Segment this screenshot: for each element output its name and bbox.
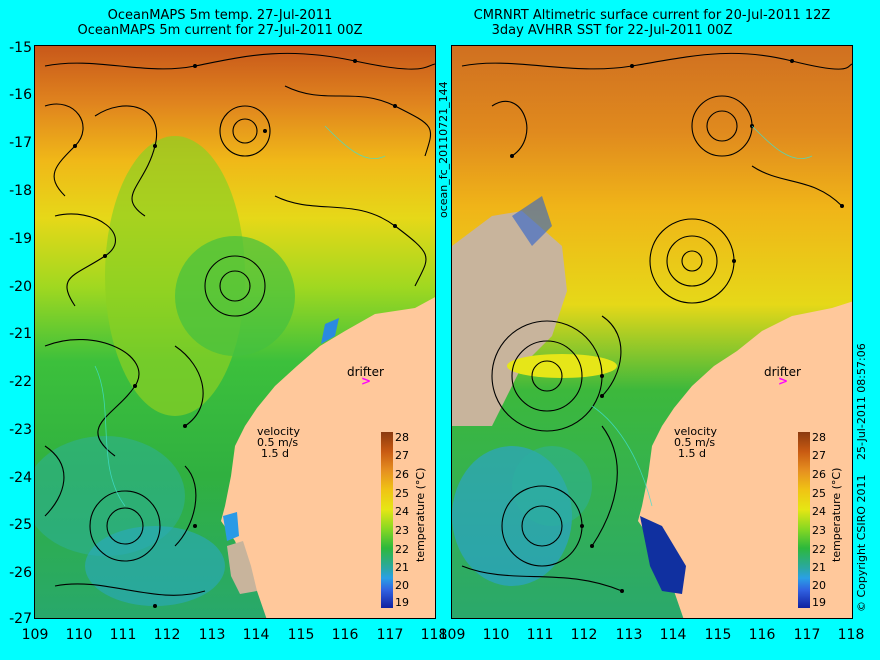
right-colorbar-tick: 20 (812, 579, 826, 592)
right-lon-label: 113 (615, 627, 643, 643)
left-colorbar-tick: 20 (395, 579, 409, 592)
lat-label: -22 (9, 374, 32, 390)
left-velocity-days: 1.5 d (261, 447, 289, 460)
lat-label: -20 (9, 279, 32, 295)
lat-label: -24 (9, 470, 32, 486)
right-colorbar-tick: 21 (812, 561, 826, 574)
file-id-label: ocean_fc_20110721_144 (437, 81, 450, 218)
left-lon-label: 110 (65, 627, 93, 643)
right-colorbar-tick: 27 (812, 449, 826, 462)
right-velocity-label: velocity (674, 425, 717, 438)
timestamp-label: 25-Jul-2011 08:57:06 (855, 343, 868, 460)
left-velocity-label: velocity (257, 425, 300, 438)
left-lon-label: 109 (21, 627, 49, 643)
left-lon-label: 116 (331, 627, 359, 643)
lat-label: -17 (9, 135, 32, 151)
right-sst-field (452, 46, 852, 618)
right-colorbar-tick: 25 (812, 487, 826, 500)
left-lon-label: 111 (109, 627, 137, 643)
right-colorbar-tick: 26 (812, 468, 826, 481)
left-sst-field (35, 46, 435, 618)
left-lon-label: 117 (376, 627, 404, 643)
lat-label: -15 (9, 40, 32, 56)
right-colorbar-ramp (798, 432, 810, 608)
right-lon-label: 117 (793, 627, 821, 643)
lat-label: -21 (9, 326, 32, 342)
left-lon-label: 112 (153, 627, 181, 643)
left-title-line1: OceanMAPS 5m temp. 27-Jul-2011 (107, 8, 333, 23)
right-lon-label: 115 (704, 627, 732, 643)
right-colorbar-tick: 23 (812, 524, 826, 537)
right-drifter-marker: > (778, 374, 789, 388)
left-current-streamlines (44, 52, 435, 596)
left-colorbar-tick: 21 (395, 561, 409, 574)
right-lon-label: 114 (659, 627, 687, 643)
right-lon-label: 111 (526, 627, 554, 643)
right-velocity-days: 1.5 d (678, 447, 706, 460)
left-title-line2: OceanMAPS 5m current for 27-Jul-2011 00Z (77, 23, 363, 38)
left-current-arrowheads (73, 59, 397, 608)
left-drifter-label: drifter (347, 365, 384, 379)
left-colorbar-tick: 19 (395, 596, 409, 609)
left-colorbar-tick: 23 (395, 524, 409, 537)
right-velocity-legend: velocity 0.5 m/s 1.5 d (674, 426, 717, 459)
right-lon-label: 110 (482, 627, 510, 643)
right-title-line1: CMRNRT Altimetric surface current for 20… (473, 8, 831, 23)
copyright-label: © Copyright CSIRO 2011 (855, 474, 868, 612)
left-colorbar-tick: 25 (395, 487, 409, 500)
right-lon-label: 112 (570, 627, 598, 643)
left-velocity-legend: velocity 0.5 m/s 1.5 d (257, 426, 300, 459)
left-lon-label: 114 (242, 627, 270, 643)
right-colorbar-tick: 28 (812, 431, 826, 444)
lat-label: -16 (9, 87, 32, 103)
lat-label: -27 (9, 611, 32, 627)
left-colorbar-ramp (381, 432, 393, 608)
right-drifter-label: drifter (764, 365, 801, 379)
right-lon-label: 118 (837, 627, 865, 643)
right-colorbar-tick: 19 (812, 596, 826, 609)
right-colorbar-title: temperature (°C) (830, 467, 843, 562)
left-lon-label: 113 (198, 627, 226, 643)
left-colorbar-tick: 26 (395, 468, 409, 481)
right-colorbar-tick: 24 (812, 505, 826, 518)
right-current-streamlines (461, 52, 852, 592)
lat-label: -23 (9, 422, 32, 438)
left-colorbar-title: temperature (°C) (414, 467, 427, 562)
right-lon-label: 109 (438, 627, 466, 643)
lat-label: -26 (9, 565, 32, 581)
lat-label: -19 (9, 231, 32, 247)
left-lon-label: 115 (287, 627, 315, 643)
right-velocity-scale: 0.5 m/s (674, 436, 716, 449)
left-colorbar-tick: 27 (395, 449, 409, 462)
right-lon-label: 116 (748, 627, 776, 643)
right-colorbar-tick: 22 (812, 543, 826, 556)
right-map-panel: drifter > velocity 0.5 m/s 1.5 d (451, 45, 853, 619)
left-colorbar-tick: 28 (395, 431, 409, 444)
left-drifter-marker: > (361, 374, 372, 388)
left-lon-label: 118 (420, 627, 448, 643)
left-map-panel: drifter > velocity 0.5 m/s 1.5 d (34, 45, 436, 619)
left-colorbar-tick: 22 (395, 543, 409, 556)
lat-label: -25 (9, 517, 32, 533)
left-colorbar-tick: 24 (395, 505, 409, 518)
right-title-line2: 3day AVHRR SST for 22-Jul-2011 00Z (491, 23, 733, 38)
lat-label: -18 (9, 183, 32, 199)
left-velocity-scale: 0.5 m/s (257, 436, 299, 449)
